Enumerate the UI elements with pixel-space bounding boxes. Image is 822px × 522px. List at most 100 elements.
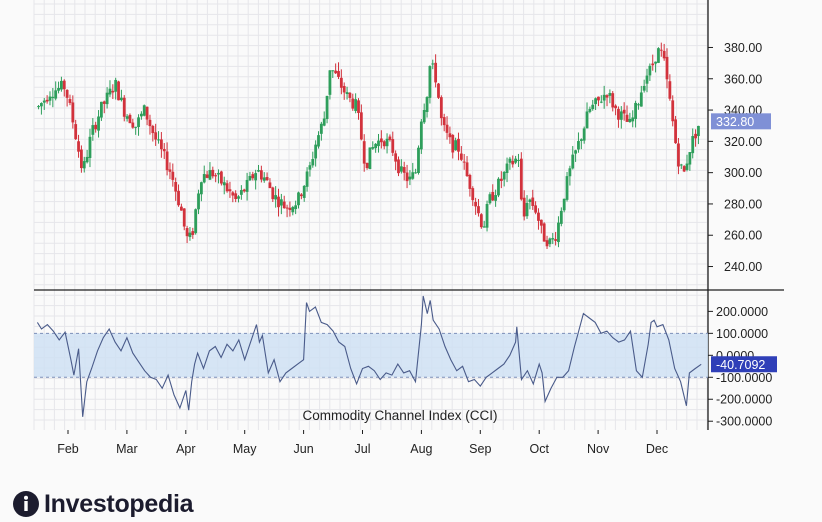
candle-body — [42, 100, 46, 103]
cci-tick-label: 200.0000 — [716, 305, 768, 319]
candle — [548, 237, 552, 248]
last-cci-label: -40.7092 — [716, 358, 765, 372]
candle-body — [137, 117, 140, 128]
candle — [219, 170, 223, 186]
candle-body — [419, 121, 423, 150]
candle — [188, 226, 192, 241]
candle — [459, 146, 463, 162]
candle-body — [245, 179, 249, 192]
candle — [102, 100, 106, 114]
candle — [282, 195, 286, 209]
candle — [479, 213, 483, 229]
candle — [217, 169, 220, 184]
candle — [522, 190, 526, 221]
candle — [308, 161, 312, 177]
candle-body — [697, 125, 700, 137]
candle — [394, 150, 398, 171]
candle — [657, 47, 660, 64]
candle — [445, 116, 449, 140]
candle-body — [134, 126, 138, 128]
candle-body — [399, 166, 403, 172]
candle-body — [177, 190, 180, 206]
candle — [379, 130, 383, 149]
cci-line — [36, 295, 702, 417]
candle — [234, 190, 238, 203]
price-tick-label: 360.00 — [724, 72, 762, 86]
candle — [357, 98, 360, 120]
candle-body — [128, 114, 132, 124]
candle-body — [662, 50, 666, 59]
candle — [677, 138, 680, 175]
candle-body — [388, 136, 392, 140]
candle — [551, 232, 555, 245]
candle-body — [659, 49, 663, 51]
candle — [77, 134, 80, 158]
candle — [659, 42, 663, 57]
candle — [202, 165, 206, 184]
last-cci-tag-bg — [711, 356, 777, 373]
price-tick-label: 380.00 — [724, 41, 762, 55]
month-axis-ticks: Feb Mar Apr May Jun Jul Aug Sep Oct Nov Dec — [57, 430, 668, 456]
candle-body — [117, 81, 120, 101]
candle — [582, 126, 586, 144]
candle-body — [182, 208, 186, 227]
candle-body — [305, 171, 309, 187]
candle — [611, 91, 615, 112]
candle-body — [445, 124, 449, 133]
candle-body — [474, 201, 478, 207]
candle-body — [322, 118, 326, 126]
candle — [419, 118, 423, 154]
candle — [437, 82, 440, 99]
candle — [497, 177, 500, 198]
candle-body — [548, 238, 552, 245]
candle-body — [197, 193, 200, 210]
candle-body — [359, 112, 363, 140]
candle — [477, 198, 480, 217]
candle-body — [682, 166, 686, 172]
price-tick-label: 260.00 — [724, 229, 762, 243]
candle — [431, 59, 435, 70]
candle — [68, 94, 72, 106]
candle — [434, 54, 438, 88]
candle — [60, 76, 63, 92]
candle — [294, 200, 298, 215]
candle-body — [411, 172, 415, 179]
candle — [385, 133, 389, 154]
candle-body — [394, 153, 398, 162]
month-tick-label: Aug — [410, 442, 432, 456]
candle — [65, 89, 69, 107]
price-axis-ticks: 240.00260.00280.00300.00320.00340.00360.… — [708, 41, 762, 274]
candle — [608, 89, 612, 104]
candle-body — [88, 136, 92, 159]
candle-body — [599, 101, 603, 103]
candle-body — [374, 143, 378, 149]
candle — [442, 113, 446, 132]
candle-body — [74, 124, 78, 140]
logo-wordmark: Investopedia — [44, 489, 194, 518]
candle-body — [477, 206, 480, 214]
candle-body — [219, 171, 223, 184]
candle-body — [342, 86, 346, 93]
candle — [139, 111, 143, 120]
cci-band — [34, 333, 708, 378]
candle — [374, 143, 378, 153]
candle — [594, 97, 597, 111]
candle-body — [91, 125, 95, 135]
candle — [157, 131, 160, 144]
candle — [342, 82, 346, 100]
candle — [128, 113, 132, 124]
candle — [397, 156, 400, 177]
candle-body — [131, 122, 135, 128]
candle — [428, 65, 432, 104]
candle-body — [617, 108, 620, 120]
candle-body — [422, 109, 426, 123]
candle — [685, 154, 689, 172]
candle — [674, 115, 677, 144]
candle — [337, 62, 340, 80]
candle — [654, 61, 657, 73]
candle-body — [288, 207, 292, 210]
candle-body — [171, 171, 175, 180]
candle — [414, 168, 418, 174]
candle-body — [568, 168, 572, 177]
month-tick-label: Apr — [176, 442, 195, 456]
